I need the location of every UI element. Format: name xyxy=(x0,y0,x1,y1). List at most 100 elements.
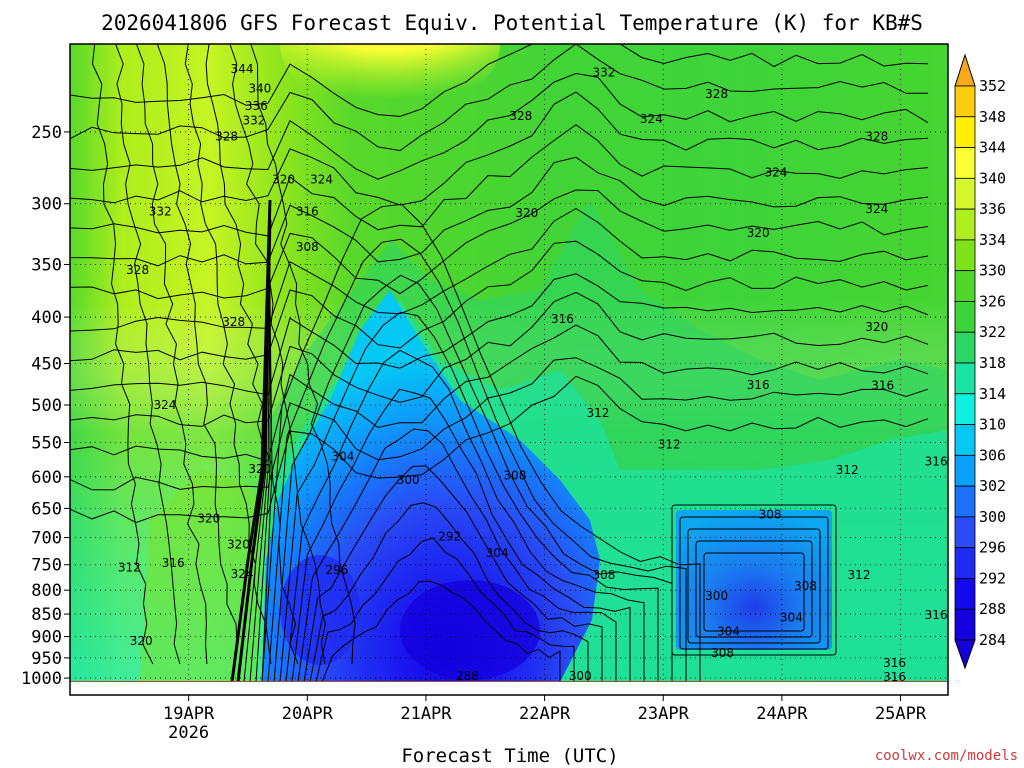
contour-label: 320 xyxy=(130,634,153,648)
colorbar-swatch xyxy=(954,177,976,210)
contour-arch xyxy=(297,428,617,682)
contour-left xyxy=(156,44,238,665)
contour-lines xyxy=(70,44,929,682)
y-tick-label: 950 xyxy=(31,649,62,669)
contour-left xyxy=(90,44,154,665)
colorbar-swatch xyxy=(954,301,976,333)
colorbar-label: 326 xyxy=(979,292,1006,310)
contour-arch xyxy=(303,465,603,682)
contour-box xyxy=(687,528,821,644)
contour-label: 312 xyxy=(587,406,610,420)
contour-label: 324 xyxy=(231,567,254,581)
contour-arch xyxy=(279,311,659,682)
colorbar-label: 296 xyxy=(979,539,1006,557)
contour-label: 328 xyxy=(705,87,728,101)
contour-label: 332 xyxy=(592,65,615,79)
plot-frame xyxy=(69,43,949,696)
contour-label: 320 xyxy=(747,226,770,240)
colorbar-swatch xyxy=(954,147,976,179)
contour-label: 316 xyxy=(925,608,948,622)
contour-label: 320 xyxy=(272,172,295,186)
colorbar-swatch xyxy=(954,362,976,395)
orange-maximum xyxy=(280,44,500,114)
contour-arch xyxy=(309,502,589,682)
contour-box xyxy=(703,552,805,632)
contour-front xyxy=(255,280,271,682)
contour-label: 328 xyxy=(215,130,238,144)
contour-label: 328 xyxy=(126,263,149,277)
x-tick-label: 19APR xyxy=(163,704,215,724)
contour-upper xyxy=(70,240,929,362)
colorbar-swatch xyxy=(954,85,976,118)
contour-upper xyxy=(70,91,929,206)
x-tick-sublabel: 2026 xyxy=(168,723,209,743)
contour-label: 312 xyxy=(658,438,681,452)
contour-label: 288 xyxy=(456,669,479,683)
contour-label: 308 xyxy=(296,240,319,254)
x-tick-label: 23APR xyxy=(638,704,690,724)
colorbar-swatch xyxy=(954,424,976,456)
contour-label: 316 xyxy=(871,379,894,393)
y-tick-label: 300 xyxy=(31,195,62,215)
contour-label: 324 xyxy=(153,398,176,412)
colorbar-swatch xyxy=(954,454,976,487)
colorbar-label: 330 xyxy=(979,262,1006,280)
contour-label: 316 xyxy=(925,454,948,468)
contour-label: 328 xyxy=(509,109,532,123)
colorbar-label: 292 xyxy=(979,569,1006,587)
colorbar-top-arrow xyxy=(954,53,976,87)
y-tick-label: 1000 xyxy=(21,669,62,689)
colorbar-label: 300 xyxy=(979,508,1006,526)
colorbar-swatch xyxy=(954,547,976,579)
contour-label: 324 xyxy=(865,202,888,216)
contour-label: 300 xyxy=(397,473,420,487)
colorbar-label: 340 xyxy=(979,169,1006,187)
contour-arch xyxy=(267,238,687,682)
contour-label: 320 xyxy=(515,206,538,220)
contour-upper xyxy=(70,124,929,237)
contour-upper xyxy=(70,189,929,300)
colorbar-swatch xyxy=(954,516,976,549)
contour-arch xyxy=(291,388,631,682)
x-tick-label: 22APR xyxy=(519,704,571,724)
chart-title: 2026041806 GFS Forecast Equiv. Potential… xyxy=(101,11,923,35)
contour-front xyxy=(236,219,272,682)
contour-label: 308 xyxy=(794,579,817,593)
contour-arch xyxy=(285,349,645,682)
contour-upper xyxy=(70,375,929,524)
contour-label: 336 xyxy=(245,99,268,113)
contour-upper xyxy=(70,357,929,491)
colorbar-label: 318 xyxy=(979,354,1006,372)
contour-front xyxy=(243,239,271,682)
contour-box xyxy=(671,504,837,656)
contour-label: 304 xyxy=(780,611,803,625)
ground-surface xyxy=(70,681,948,682)
y-tick-label: 400 xyxy=(31,308,62,328)
colorbar-label: 348 xyxy=(979,108,1006,126)
contour-upper xyxy=(70,44,929,117)
y-tick-label: 250 xyxy=(31,123,62,143)
colorbar-swatch xyxy=(954,578,976,610)
x-tick-label: 20APR xyxy=(282,704,334,724)
contour-front xyxy=(249,259,271,682)
contour-label: 300 xyxy=(569,669,592,683)
colorbar-swatch xyxy=(954,608,976,641)
contour-label: 344 xyxy=(231,62,254,76)
y-tick-label: 900 xyxy=(31,628,62,648)
contour-upper xyxy=(70,291,929,427)
contour-label: 312 xyxy=(848,568,871,582)
contour-label: 316 xyxy=(551,312,574,326)
y-tick-label: 650 xyxy=(31,499,62,519)
colorbar-label: 302 xyxy=(979,477,1006,495)
contour-box xyxy=(679,516,829,650)
y-axis: 250 300 350 400 450 500 550 600 650 700 750 800 850 9… xyxy=(21,123,70,689)
y-tick-label: 600 xyxy=(31,468,62,488)
contour-label: 308 xyxy=(592,568,615,582)
contour-label: 304 xyxy=(486,546,509,560)
contour-upper xyxy=(70,156,929,267)
contour-label: 316 xyxy=(883,656,906,670)
colorbar: 352 348 344 340 336 334 330 326 322 318 314 310 306 3… xyxy=(954,53,1006,670)
